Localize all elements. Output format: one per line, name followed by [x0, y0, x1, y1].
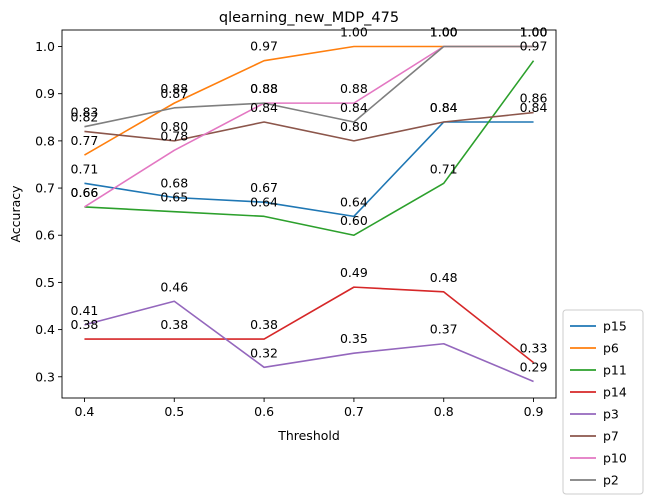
data-label-p14: 0.38	[160, 317, 188, 332]
series-line-p2	[84, 45, 534, 128]
x-axis-title: Threshold	[277, 428, 340, 443]
y-tick-label: 0.5	[35, 275, 55, 290]
y-tick-label: 0.9	[35, 86, 55, 101]
data-label-p11: 0.60	[340, 213, 368, 228]
x-tick-label: 0.9	[524, 404, 544, 419]
x-axis: 0.4 0.5 0.6 0.7 0.8 0.9	[75, 398, 544, 419]
x-tick-label: 0.8	[434, 404, 454, 419]
legend: p15 p6 p11 p14 p3 p7 p10 p2	[562, 309, 644, 495]
data-label-p11: 0.65	[160, 190, 188, 205]
data-label-p10: 0.88	[250, 81, 278, 96]
data-label-p7: 0.86	[520, 91, 548, 106]
data-label-p6: 1.00	[430, 25, 458, 40]
data-label-p3: 0.35	[340, 331, 368, 346]
data-label-p10: 0.78	[160, 128, 188, 143]
y-tick-label: 0.3	[35, 369, 55, 384]
data-label-p15: 0.84	[520, 100, 548, 115]
y-tick-label: 0.8	[35, 133, 55, 148]
data-label-p3: 0.37	[430, 322, 458, 337]
series-line-p3	[84, 300, 534, 383]
data-label-p2: 0.88	[250, 81, 278, 96]
data-label-p10: 1.00	[430, 25, 458, 40]
data-label-p7: 0.82	[71, 109, 99, 124]
legend-label-p14: p14	[603, 385, 627, 400]
y-tick-label: 1.0	[35, 39, 55, 54]
data-label-p15: 0.71	[71, 161, 99, 176]
legend-label-p7: p7	[603, 429, 619, 444]
data-label-p14: 0.49	[340, 265, 368, 280]
data-label-p6: 1.00	[520, 25, 548, 40]
data-label-p15: 0.64	[340, 194, 368, 209]
x-tick-label: 0.4	[75, 404, 95, 419]
data-label-p15: 0.67	[250, 180, 278, 195]
y-axis: 0.3 0.4 0.5 0.6 0.7 0.8 0.9 1.0	[35, 39, 62, 384]
data-label-p3: 0.29	[520, 359, 548, 374]
legend-label-p11: p11	[603, 363, 627, 378]
data-label-p15: 0.84	[430, 100, 458, 115]
data-label-p6: 0.77	[71, 133, 99, 148]
series-line-p10	[84, 45, 534, 208]
data-label-p3: 0.41	[71, 303, 99, 318]
data-label-p2: 0.87	[160, 86, 188, 101]
data-label-p3: 0.46	[160, 279, 188, 294]
data-label-p3: 0.32	[250, 345, 278, 360]
data-label-p14: 0.38	[71, 317, 99, 332]
data-labels-layer: 0.710.68 0.670.640.84 0.840.770.880.971.00…	[71, 25, 548, 375]
data-label-p6: 0.97	[250, 39, 278, 54]
y-tick-label: 0.4	[35, 322, 55, 337]
data-label-p6: 0.88	[160, 81, 188, 96]
legend-box	[562, 309, 644, 495]
data-label-p11: 0.66	[71, 185, 99, 200]
data-label-p14: 0.48	[430, 270, 458, 285]
y-tick-label: 0.7	[35, 181, 55, 196]
legend-label-p6: p6	[603, 341, 619, 356]
data-label-p11: 0.97	[520, 39, 548, 54]
y-tick-label: 0.6	[35, 228, 55, 243]
series-line-p7	[84, 111, 534, 142]
data-label-p2: 1.00	[430, 25, 458, 40]
legend-label-p15: p15	[603, 319, 627, 334]
x-tick-label: 0.7	[344, 404, 364, 419]
data-label-p2: 1.00	[520, 25, 548, 40]
data-label-p10: 0.88	[340, 81, 368, 96]
legend-label-p3: p3	[603, 407, 619, 422]
legend-label-p2: p2	[603, 473, 619, 488]
data-label-p14: 0.33	[520, 341, 548, 356]
series-line-p15	[84, 121, 534, 218]
chart-title: qlearning_new_MDP_475	[219, 10, 399, 26]
data-label-p10: 1.00	[520, 25, 548, 40]
data-label-p2: 0.83	[71, 105, 99, 120]
data-label-p14: 0.38	[250, 317, 278, 332]
data-label-p7: 0.84	[250, 100, 278, 115]
data-label-p11: 0.64	[250, 194, 278, 209]
data-label-p7: 0.84	[430, 100, 458, 115]
x-tick-label: 0.6	[254, 404, 274, 419]
data-label-p11: 0.71	[430, 161, 458, 176]
legend-label-p10: p10	[603, 451, 627, 466]
data-label-p6: 1.00	[340, 25, 368, 40]
plot-frame	[61, 29, 557, 399]
data-label-p10: 0.66	[71, 185, 99, 200]
data-label-p15: 0.68	[160, 175, 188, 190]
y-axis-title: Accuracy	[8, 185, 23, 243]
x-tick-label: 0.5	[164, 404, 184, 419]
series-line-p11	[84, 60, 535, 237]
data-label-p2: 0.84	[340, 100, 368, 115]
series-line-p14	[84, 286, 535, 364]
data-label-p7: 0.80	[340, 119, 368, 134]
data-label-p7: 0.80	[160, 119, 188, 134]
series-layer	[84, 45, 535, 383]
